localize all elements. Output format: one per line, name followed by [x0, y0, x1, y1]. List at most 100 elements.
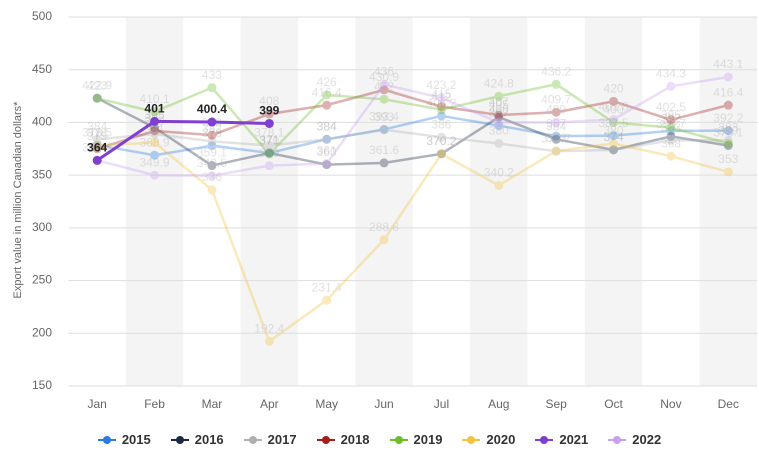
- point: [609, 117, 619, 127]
- point: [494, 121, 504, 131]
- point: [150, 129, 160, 139]
- point: [551, 146, 561, 156]
- data-label: 370.2: [426, 134, 456, 148]
- point: [609, 96, 619, 106]
- series-line: [96, 88, 729, 150]
- legend-marker: [316, 435, 335, 444]
- x-tick-label: Jun: [374, 397, 393, 411]
- data-label: 361: [317, 144, 337, 158]
- point: [322, 90, 332, 100]
- data-label: 349.5: [197, 156, 227, 170]
- data-label: 416.4: [312, 85, 342, 99]
- point: [264, 148, 274, 158]
- point: [551, 134, 561, 144]
- data-label: 192.4: [254, 321, 284, 335]
- legend-label: 2017: [267, 432, 297, 447]
- point: [264, 141, 274, 151]
- data-label: 420: [604, 82, 624, 96]
- data-label: 383: [661, 121, 681, 135]
- point: [207, 130, 217, 140]
- legend-marker: [97, 435, 116, 444]
- data-label: 422: [374, 79, 394, 93]
- data-label: 400: [604, 103, 624, 117]
- point: [609, 131, 619, 141]
- point: [666, 123, 676, 133]
- data-label: 392: [661, 111, 681, 125]
- data-label: 382: [202, 122, 222, 136]
- point: [551, 79, 561, 89]
- point: [379, 79, 389, 89]
- point: [150, 170, 160, 180]
- point: [322, 160, 332, 170]
- y-axis-label: Export value in million Canadian dollars…: [12, 101, 24, 299]
- x-tick-label: Jan: [88, 397, 107, 411]
- legend-item[interactable]: 2019: [389, 432, 442, 447]
- data-label: 395: [145, 108, 165, 122]
- point: [150, 137, 160, 147]
- data-label: 424.8: [484, 76, 514, 90]
- legend-label: 2022: [632, 432, 662, 447]
- data-label: 384: [317, 119, 337, 133]
- series-line: [96, 119, 270, 162]
- point: [494, 139, 504, 149]
- x-tick-label: Nov: [660, 397, 681, 411]
- legend-item[interactable]: 2018: [316, 432, 370, 447]
- column-band: [584, 17, 643, 386]
- legend-item[interactable]: 2021: [535, 432, 588, 447]
- point: [322, 159, 332, 169]
- data-label: 405: [489, 97, 509, 111]
- series-line: [97, 128, 729, 153]
- legend-label: 2021: [559, 432, 589, 447]
- data-label: 423: [87, 78, 107, 92]
- x-tick-label: Jul: [434, 397, 449, 411]
- data-label: 400.4: [197, 102, 227, 116]
- point: [92, 144, 102, 154]
- data-label: 443.1: [713, 57, 743, 71]
- legend-marker: [243, 435, 262, 444]
- legend-item[interactable]: 2022: [608, 432, 661, 447]
- data-label: 380: [604, 124, 624, 138]
- point: [666, 135, 676, 145]
- point: [609, 145, 619, 155]
- data-label: 359.1: [197, 146, 227, 160]
- legend-item[interactable]: 2016: [170, 432, 224, 447]
- data-label: 400: [489, 103, 509, 117]
- point: [494, 180, 504, 190]
- series: 422.9410.1433370426422412424.8436.240039…: [82, 64, 739, 159]
- point: [264, 148, 274, 158]
- point: [551, 146, 561, 156]
- legend-item[interactable]: 2017: [243, 432, 297, 447]
- data-label: 433: [202, 68, 222, 82]
- series: 364 401 400.4 399: [87, 102, 280, 165]
- point: [494, 117, 504, 127]
- legend-marker: [389, 435, 408, 444]
- data-label: 371: [259, 133, 279, 147]
- data-label: 426: [317, 75, 337, 89]
- legend-item[interactable]: 2020: [462, 432, 515, 447]
- point: [264, 149, 274, 159]
- data-label: 402.5: [656, 100, 686, 114]
- data-label: 384: [546, 119, 566, 133]
- point: [436, 93, 446, 103]
- data-label: 393: [374, 110, 394, 124]
- x-tick-label: Oct: [604, 397, 623, 411]
- legend-item[interactable]: 2015: [97, 432, 151, 447]
- point: [264, 336, 274, 346]
- point: [207, 141, 217, 151]
- y-tick-label: 150: [32, 378, 52, 392]
- point: [379, 158, 389, 168]
- point: [723, 100, 733, 110]
- column-band: [125, 17, 184, 386]
- point: [609, 114, 619, 124]
- point: [92, 134, 102, 144]
- point: [494, 112, 504, 122]
- point: [92, 93, 102, 103]
- x-tick-label: Apr: [260, 397, 279, 411]
- point: [551, 107, 561, 117]
- point: [723, 72, 733, 82]
- series: 378381336192.4231.4288.8370.2340.2373380…: [87, 123, 739, 346]
- x-tick-label: Aug: [488, 397, 509, 411]
- data-label: 374: [604, 130, 624, 144]
- data-label: 378: [87, 126, 107, 140]
- data-label: 340.2: [484, 166, 514, 180]
